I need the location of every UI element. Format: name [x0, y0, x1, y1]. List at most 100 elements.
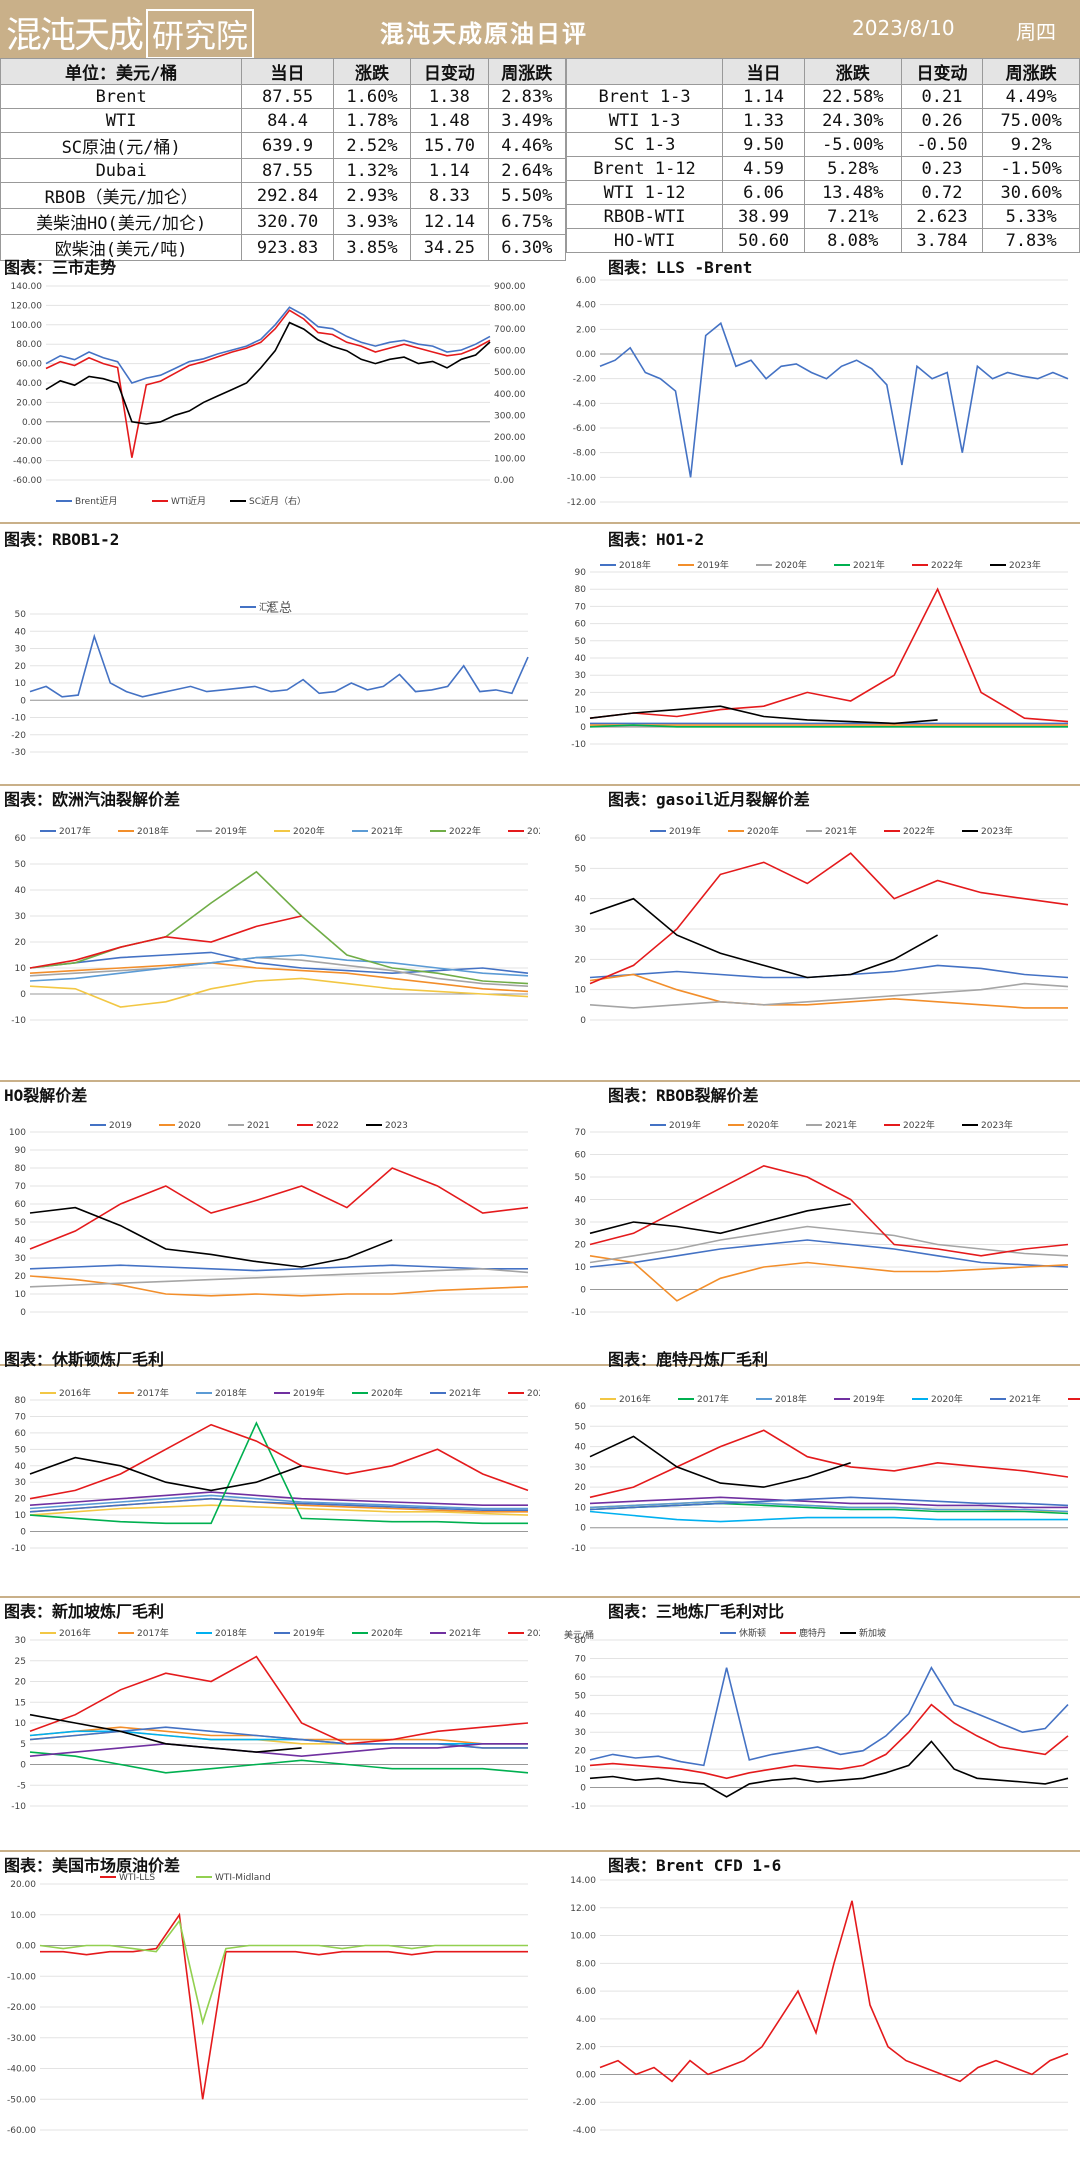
caption-brent-cfd: 图表：Brent CFD 1-6: [608, 1856, 782, 1875]
legend-label: 2023年: [981, 825, 1013, 837]
series-line: [29, 1206, 393, 1268]
series-line: [29, 1423, 529, 1500]
y-tick-label: 5: [20, 1740, 26, 1750]
y-tick-label: 60: [15, 1200, 27, 1210]
caption-gasoil: 图表：gasoil近月裂解价差: [608, 790, 810, 809]
y-tick-label: 0: [20, 990, 26, 1000]
series-line: [29, 633, 529, 698]
table-cell: -0.50: [900, 132, 984, 157]
table-cell: 6.75%: [487, 208, 567, 235]
y-tick-label: 25: [15, 1657, 26, 1667]
y-tick-label: 50: [15, 610, 27, 620]
y2-tick-label: 200.00: [494, 433, 526, 443]
row-label: SC 1-3: [565, 132, 724, 157]
y-tick-label: 50: [15, 1445, 27, 1455]
y-tick-label: -60.00: [13, 476, 42, 486]
y-tick-label: -10.00: [567, 473, 596, 483]
legend-label: 2018年: [215, 1387, 247, 1399]
y-tick-label: -30.00: [7, 2034, 36, 2044]
series-line: [29, 1742, 528, 1758]
column-header: 涨跌: [803, 58, 902, 85]
table-header-row: 单位：美元/桶 当日 涨跌 日变动 周涨跌: [0, 58, 567, 85]
y-tick-label: 20: [15, 662, 27, 672]
legend-label: 2020年: [747, 1119, 779, 1131]
y-tick-label: 0: [580, 1524, 586, 1534]
chart-ho12: 90 80 70 60 50 40 30 20 10 0 -10 2018年 2019年 2020年 202…: [571, 559, 1069, 750]
y2-tick-label: 0.00: [494, 476, 514, 486]
legend-label: 2017年: [137, 1627, 169, 1639]
legend-label: 2020年: [293, 825, 325, 837]
section-divider: [0, 784, 1080, 786]
y-tick-label: 30: [15, 1478, 27, 1488]
series-line: [29, 1456, 302, 1492]
y-tick-label: 50: [575, 1422, 587, 1432]
y-tick-label: -6.00: [573, 424, 597, 434]
series-line: [589, 1666, 1069, 1767]
legend-label: 2020年: [931, 1393, 963, 1405]
y-tick-label: 80: [575, 1636, 587, 1646]
series-line: [599, 1900, 1069, 2083]
table-cell: 1.38: [410, 84, 489, 109]
y-tick-label: 60: [15, 1429, 27, 1439]
table-cell: 639.9: [241, 132, 334, 159]
row-label: Brent: [0, 84, 243, 109]
caption-lls-brent: 图表：LLS -Brent: [608, 258, 753, 277]
y-tick-label: 10: [15, 1290, 27, 1300]
column-header: 当日: [241, 58, 334, 85]
series-line: [29, 961, 529, 993]
series-line: [45, 306, 491, 384]
legend-label: 2018年: [619, 559, 651, 571]
y2-tick-label: 500.00: [494, 368, 526, 378]
table-cell: 9.2%: [982, 132, 1080, 157]
row-label: RBOB-WTI: [565, 204, 724, 229]
y-tick-label: 30: [575, 925, 587, 935]
table-cell: 9.50: [722, 132, 805, 157]
y2-tick-label: 100.00: [494, 454, 526, 464]
y-tick-label: -50.00: [7, 2095, 36, 2105]
legend-label: 2016年: [619, 1393, 651, 1405]
legend-label: 2021年: [449, 1627, 481, 1639]
chart-rotterdam-margin: 60 50 40 30 20 10 0 -10 2016年 2017年 2018年 2019年 2020…: [571, 1393, 1080, 1554]
y-tick-label: 70: [575, 1128, 587, 1138]
y-tick-label: 10: [15, 679, 27, 689]
y-tick-label: 90: [15, 1146, 27, 1156]
legend-label: 2017年: [137, 1387, 169, 1399]
y-tick-label: -4.00: [573, 2126, 597, 2136]
chart-eu-gasoline-crack: 60 50 40 30 20 10 0 -10 2017年 2018年 2019年 2020年 2021…: [11, 825, 540, 1026]
table-cell: -1.50%: [982, 156, 1080, 181]
y-tick-label: 60: [15, 834, 27, 844]
column-header: 单位：美元/桶: [0, 58, 243, 85]
legend-label: 2021年: [371, 825, 403, 837]
table-cell: 8.08%: [803, 228, 902, 253]
y-tick-label: -40.00: [7, 2065, 36, 2075]
row-label: WTI: [0, 108, 243, 133]
caption-eu-gasoline: 图表：欧洲汽油裂解价差: [4, 790, 181, 809]
y-tick-label: -20.00: [13, 437, 42, 447]
report-weekday: 周四: [1016, 20, 1056, 44]
y-tick-label: 40: [15, 1236, 27, 1246]
y-tick-label: 30: [575, 671, 587, 681]
series-line: [589, 1203, 851, 1235]
series-line: [589, 1502, 1069, 1515]
y-tick-label: 10.00: [570, 1932, 596, 1942]
y-tick-label: 2.00: [576, 325, 596, 335]
series-line: [599, 321, 1069, 478]
y-tick-label: 140.00: [11, 282, 43, 292]
table-cell: 1.32%: [332, 158, 412, 183]
y-tick-label: 6.00: [576, 1987, 596, 1997]
y-tick-label: -10: [571, 1308, 586, 1318]
y-tick-label: 40: [15, 627, 27, 637]
legend-label: SC近月（右）: [249, 495, 306, 507]
y-tick-label: -4.00: [573, 399, 597, 409]
column-header: 日变动: [900, 58, 984, 85]
legend-label: 2022: [316, 1121, 339, 1131]
legend-label: 2020年: [371, 1387, 403, 1399]
series-line: [589, 1740, 1069, 1798]
y2-tick-label: 600.00: [494, 347, 526, 357]
table-cell: -5.00%: [803, 132, 902, 157]
caption-ho12: 图表：HO1-2: [608, 530, 705, 549]
y2-tick-label: 400.00: [494, 390, 526, 400]
chart-title: 汇总: [266, 601, 292, 616]
chart-three-markets: 140.00 120.00 100.00 80.00 60.00 40.00 20.00 0.…: [11, 282, 526, 507]
series-line: [589, 1510, 1068, 1523]
